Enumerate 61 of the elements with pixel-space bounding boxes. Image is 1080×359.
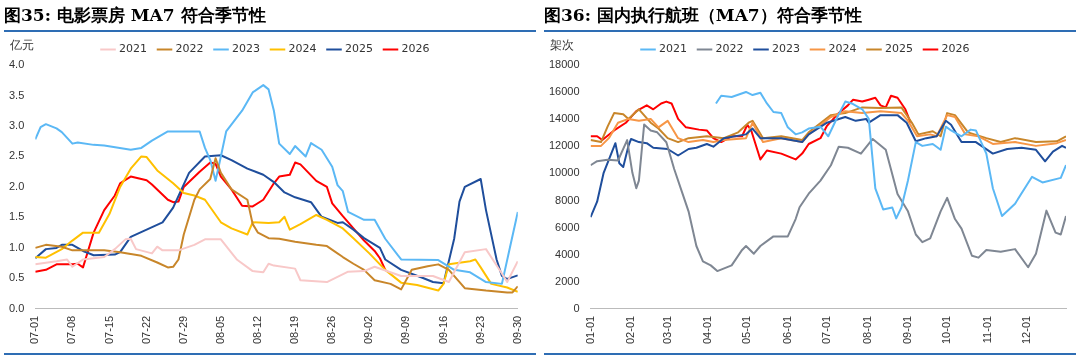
x-tick-label: 09-23 xyxy=(473,315,486,345)
x-tick-label: 08-05 xyxy=(213,315,226,345)
y-tick-label: 14000 xyxy=(548,112,580,125)
x-tick-label: 06-01 xyxy=(780,315,793,345)
y-tick-label: 8000 xyxy=(555,193,580,206)
legend-label: 2022 xyxy=(715,42,744,56)
y-tick-label: 3.5 xyxy=(8,88,25,101)
y-tick-label: 0.5 xyxy=(8,271,25,284)
x-tick-label: 08-19 xyxy=(288,315,301,345)
x-tick-label: 12-01 xyxy=(1019,315,1032,345)
legend-label: 2023 xyxy=(232,42,261,56)
x-tick-label: 08-26 xyxy=(325,315,338,345)
y-tick-label: 0.0 xyxy=(8,301,25,314)
legend-label: 2021 xyxy=(659,42,688,56)
y-tick-label: 2.0 xyxy=(8,179,25,192)
legend-label: 2024 xyxy=(828,42,857,56)
x-tick-label: 07-29 xyxy=(176,315,189,345)
x-tick-label: 10-01 xyxy=(940,315,953,345)
legend-label: 2026 xyxy=(401,42,430,56)
x-tick-label: 02-01 xyxy=(624,315,637,345)
y-tick-label: 10000 xyxy=(548,166,580,179)
x-tick-label: 08-12 xyxy=(251,315,264,345)
legend-label: 2025 xyxy=(344,42,373,56)
y-axis-title: 架次 xyxy=(550,38,574,53)
y-tick-label: 4.0 xyxy=(8,58,25,71)
legend-label: 2026 xyxy=(941,42,970,56)
y-tick-label: 2000 xyxy=(555,274,580,287)
y-tick-label: 1.5 xyxy=(8,210,25,223)
x-tick-label: 09-02 xyxy=(362,315,375,345)
y-tick-label: 0 xyxy=(573,301,580,314)
x-tick-label: 07-01 xyxy=(28,315,41,345)
legend-label: 2025 xyxy=(884,42,913,56)
legend-label: 2023 xyxy=(772,42,801,56)
x-tick-label: 07-22 xyxy=(139,315,152,345)
x-tick-label: 01-01 xyxy=(583,315,596,345)
y-tick-label: 16000 xyxy=(548,85,580,98)
chart-title: 图35: 电影票房 MA7 符合季节性 xyxy=(4,0,536,32)
x-tick-label: 09-16 xyxy=(436,315,449,345)
chart-title: 图36: 国内执行航班（MA7）符合季节性 xyxy=(544,0,1076,32)
x-tick-label: 08-01 xyxy=(860,315,873,345)
y-tick-label: 3.0 xyxy=(8,119,25,131)
x-tick-label: 03-01 xyxy=(660,315,673,345)
y-tick-label: 12000 xyxy=(548,139,580,152)
x-tick-label: 07-15 xyxy=(102,315,115,345)
y-tick-label: 1.0 xyxy=(8,240,25,253)
y-tick-label: 18000 xyxy=(548,58,580,71)
y-tick-label: 4000 xyxy=(555,247,580,260)
x-tick-label: 09-01 xyxy=(901,315,913,345)
x-tick-label: 07-01 xyxy=(820,315,833,345)
y-tick-label: 6000 xyxy=(555,220,580,233)
x-tick-label: 09-09 xyxy=(399,315,412,345)
x-tick-label: 07-08 xyxy=(65,315,78,345)
x-tick-label: 09-30 xyxy=(510,315,523,345)
x-tick-label: 05-01 xyxy=(740,315,753,345)
x-tick-label: 04-01 xyxy=(701,315,714,345)
y-axis-title: 亿元 xyxy=(9,38,34,53)
x-tick-label: 11-01 xyxy=(980,315,993,344)
legend-label: 2021 xyxy=(119,42,148,56)
y-tick-label: 2.5 xyxy=(8,149,25,162)
legend-label: 2022 xyxy=(175,42,204,56)
legend-label: 2024 xyxy=(288,42,317,56)
